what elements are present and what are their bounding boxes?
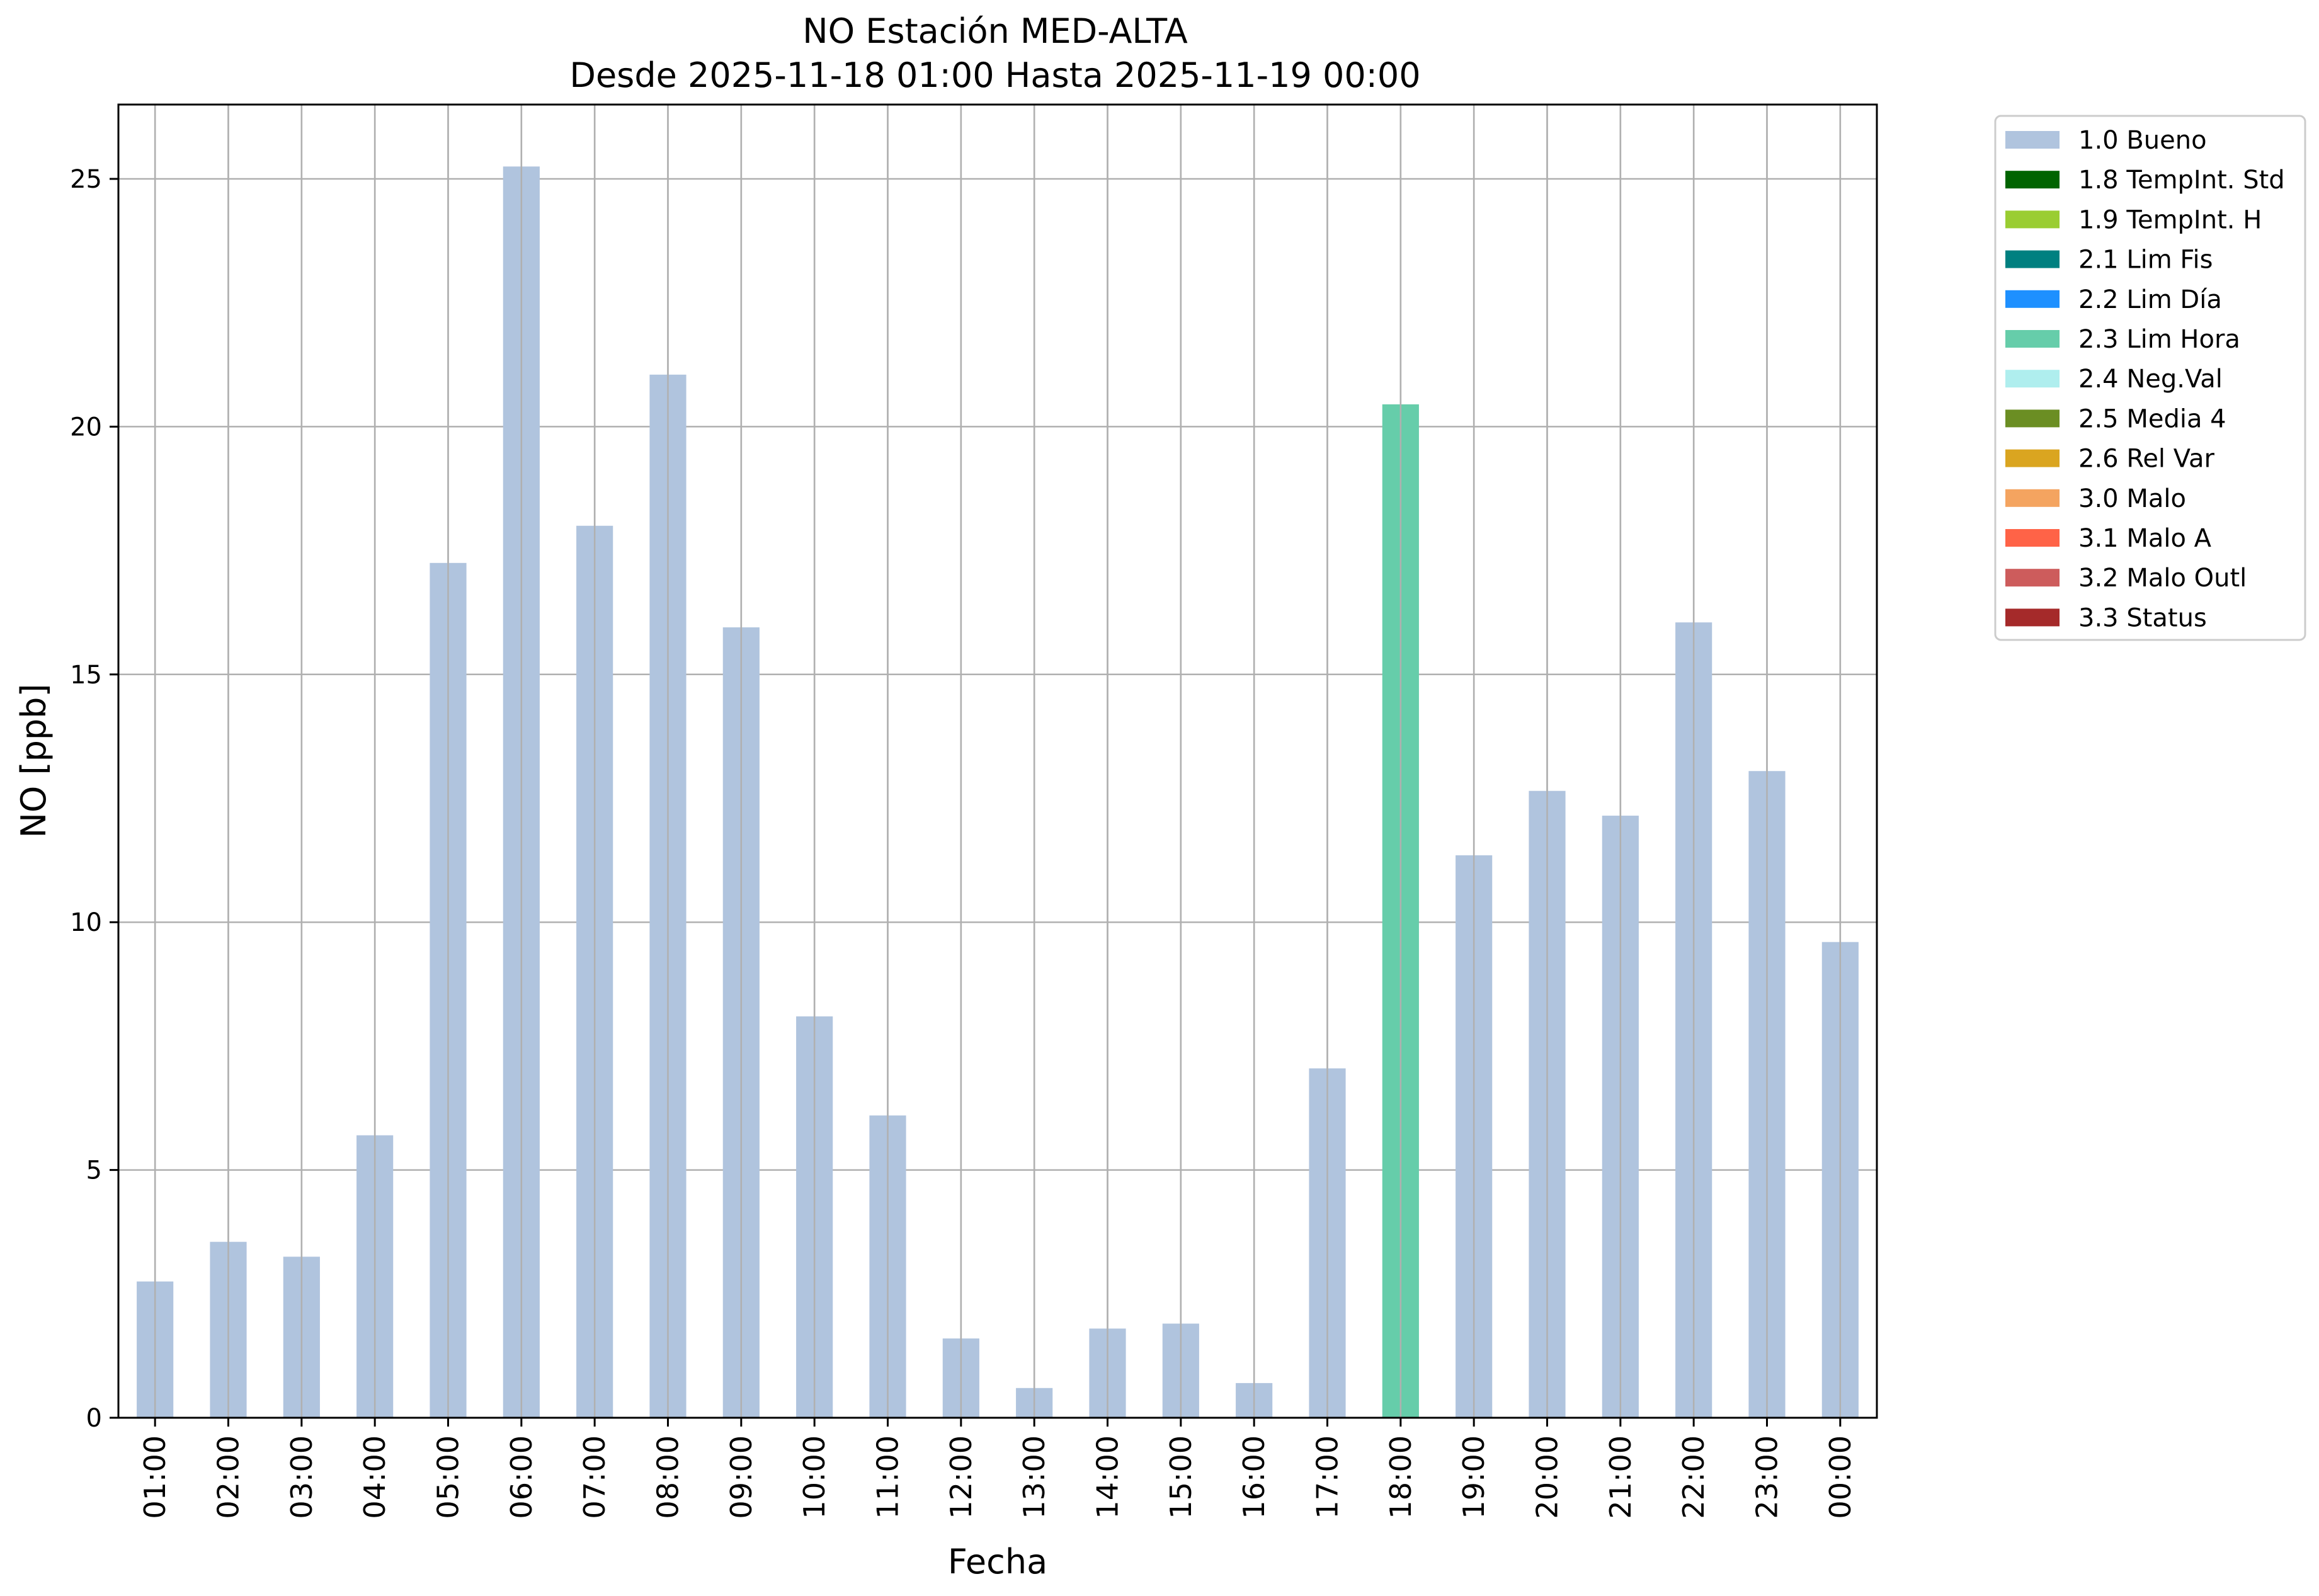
legend-swatch — [2005, 529, 2060, 547]
x-axis: 01:00 02:00 03:00 04:00 05:00 06:00 07:00 08:00… — [138, 1418, 1857, 1519]
x-tick-label: 21:00 — [1604, 1435, 1638, 1519]
x-tick-label: 06:00 — [504, 1435, 538, 1519]
x-tick-label: 10:00 — [797, 1435, 831, 1519]
y-tick-label: 0 — [86, 1404, 102, 1433]
legend-swatch — [2005, 569, 2060, 587]
x-tick-label: 20:00 — [1530, 1435, 1564, 1519]
y-axis-label: NO [ppb] — [14, 683, 54, 838]
legend-frame — [1994, 115, 2306, 641]
y-tick-label: 5 — [86, 1156, 102, 1185]
legend-swatch — [2005, 330, 2060, 348]
y-tick-label: 25 — [70, 165, 102, 194]
plot-frame — [117, 103, 1878, 1419]
y-tick-label: 20 — [70, 413, 102, 442]
legend-swatch — [2005, 250, 2060, 268]
x-tick-label: 04:00 — [358, 1435, 392, 1519]
x-tick-label: 12:00 — [944, 1435, 978, 1519]
x-tick-label: 08:00 — [651, 1435, 685, 1519]
chart-title-line1: NO Estación MED-ALTA — [802, 11, 1188, 51]
x-tick-label: 18:00 — [1384, 1435, 1418, 1519]
x-tick-label: 22:00 — [1677, 1435, 1711, 1519]
x-tick-label: 05:00 — [431, 1435, 465, 1519]
y-tick-label: 15 — [70, 661, 102, 690]
x-tick-label: 13:00 — [1017, 1435, 1051, 1519]
x-tick-label: 17:00 — [1311, 1435, 1345, 1519]
legend-label: 2.1 Lim Fis — [2078, 246, 2213, 275]
bars — [137, 105, 1859, 1418]
legend-swatch — [2005, 608, 2060, 627]
x-tick-label: 14:00 — [1091, 1435, 1125, 1519]
y-tick-label: 10 — [70, 908, 102, 937]
legend-label: 2.3 Lim Hora — [2078, 325, 2240, 354]
legend-label: 3.2 Malo Outl — [2078, 564, 2247, 593]
x-tick-label: 23:00 — [1750, 1435, 1784, 1519]
legend-label: 1.0 Bueno — [2078, 126, 2207, 155]
legend-swatch — [2005, 131, 2060, 149]
y-axis: 0 5 10 15 20 25 — [70, 165, 118, 1433]
x-tick-label: 01:00 — [138, 1435, 172, 1519]
x-axis-label: Fecha — [948, 1542, 1047, 1582]
x-tick-label: 03:00 — [285, 1435, 319, 1519]
chart-title-line2: Desde 2025-11-18 01:00 Hasta 2025-11-19 … — [569, 55, 1420, 95]
legend-swatch — [2005, 449, 2060, 467]
legend-swatch — [2005, 171, 2060, 189]
x-tick-label: 11:00 — [871, 1435, 905, 1519]
x-tick-label: 15:00 — [1164, 1435, 1198, 1519]
legend-swatch — [2005, 409, 2060, 428]
legend-label: 1.8 TempInt. Std — [2078, 166, 2285, 195]
x-tick-label: 00:00 — [1823, 1435, 1857, 1519]
legend-label: 2.2 Lim Día — [2078, 285, 2222, 314]
legend-swatch — [2005, 489, 2060, 507]
legend-swatch — [2005, 290, 2060, 308]
x-tick-label: 19:00 — [1457, 1435, 1491, 1519]
legend-label: 2.5 Media 4 — [2078, 404, 2226, 433]
x-tick-label: 09:00 — [724, 1435, 758, 1519]
legend: 1.0 Bueno 1.8 TempInt. Std 1.9 TempInt. H 2… — [1994, 115, 2306, 641]
x-tick-label: 07:00 — [578, 1435, 612, 1519]
legend-label: 1.9 TempInt. H — [2078, 205, 2262, 234]
legend-swatch — [2005, 210, 2060, 229]
x-tick-label: 02:00 — [212, 1435, 246, 1519]
legend-label: 2.4 Neg.Val — [2078, 365, 2223, 394]
legend-label: 3.0 Malo — [2078, 484, 2186, 513]
legend-label: 3.3 Status — [2078, 603, 2207, 632]
legend-swatch — [2005, 370, 2060, 388]
legend-label: 3.1 Malo A — [2078, 524, 2212, 553]
legend-label: 2.6 Rel Var — [2078, 445, 2215, 474]
x-tick-label: 16:00 — [1237, 1435, 1271, 1519]
